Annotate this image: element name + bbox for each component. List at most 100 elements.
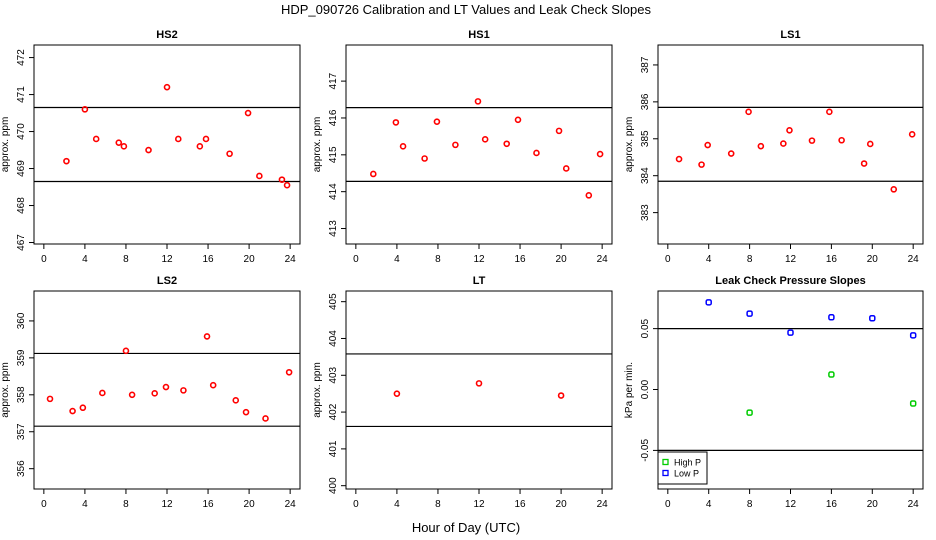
data-point: [115, 139, 123, 146]
data-point: [92, 135, 100, 143]
panel-ls2: LS2 approx. ppm 0 4 8 12 16 20 24 356 357 358 359 360: [0, 275, 301, 510]
data-point: [244, 109, 252, 117]
data-point: [399, 143, 407, 150]
data-point: [503, 140, 511, 148]
data-point-low-p: [787, 329, 794, 336]
x-tick-label: 0: [353, 499, 359, 510]
data-point: [99, 389, 106, 397]
data-point: [555, 127, 563, 135]
x-tick-label: 4: [394, 499, 400, 510]
panel-title: LS2: [157, 275, 177, 287]
x-tick-label: 16: [514, 254, 526, 265]
data-point: [890, 186, 898, 193]
data-point: [81, 106, 89, 113]
data-point: [202, 135, 210, 143]
data-point: [562, 165, 570, 172]
y-tick-label: 386: [640, 93, 651, 110]
data-point: [452, 141, 459, 149]
y-axis-label: approx. ppm: [0, 117, 11, 173]
data-point: [145, 146, 152, 154]
x-tick-label: 24: [597, 499, 609, 510]
y-tick-label: 400: [328, 477, 339, 494]
panel-lt: LT approx. ppm 0 4 8 12 16 20 24 400 401 402 403 404 4…: [312, 275, 613, 510]
x-tick-label: 8: [123, 499, 129, 510]
x-tick-label: 24: [908, 254, 920, 265]
x-tick-label: 8: [747, 254, 753, 265]
x-tick-label: 4: [394, 254, 400, 265]
y-tick-label: 0.05: [640, 318, 651, 338]
data-point: [838, 136, 845, 144]
y-tick-label: 401: [328, 440, 339, 457]
x-tick-label: 16: [202, 499, 214, 510]
data-point-low-p: [746, 310, 753, 317]
data-point: [585, 192, 593, 199]
x-tick-label: 12: [785, 254, 797, 265]
legend-swatch: [662, 458, 669, 466]
data-point: [262, 415, 269, 422]
data-point: [866, 140, 874, 148]
x-tick-label: 20: [556, 254, 568, 265]
panel-hs1: HS1 approx. ppm 0 4 8 12 16 20 24 413 414 415 416 417: [312, 29, 613, 265]
y-tick-label: 384: [640, 167, 651, 184]
panel-title: HS2: [156, 29, 177, 41]
x-tick-label: 0: [353, 254, 359, 265]
data-point: [596, 150, 604, 158]
data-point: [285, 368, 293, 376]
data-point: [481, 136, 489, 143]
y-tick-label: 358: [16, 386, 27, 403]
data-point: [826, 108, 833, 116]
x-tick-label: 20: [556, 499, 568, 510]
legend-label: High P: [674, 458, 701, 468]
data-point-high-p: [746, 409, 753, 416]
data-point: [162, 383, 170, 391]
data-point: [151, 390, 158, 397]
data-point: [780, 140, 787, 147]
panel-ls1: LS1 approx. ppm 0 4 8 12 16 20 24 383 384 385 386 387: [624, 29, 924, 265]
data-point: [278, 176, 286, 183]
data-point-low-p: [869, 315, 876, 322]
data-point-high-p: [828, 371, 835, 378]
y-tick-label: 467: [16, 234, 27, 251]
y-tick-label: 471: [16, 86, 27, 103]
data-point-low-p: [909, 332, 917, 339]
x-tick-label: 24: [597, 254, 609, 265]
data-point: [63, 157, 70, 165]
data-point: [122, 347, 130, 355]
y-tick-label: 0.00: [640, 379, 651, 399]
legend-swatch: [662, 469, 669, 477]
plot-box: [657, 44, 924, 245]
y-tick-label: 413: [328, 220, 339, 237]
panel-title: Leak Check Pressure Slopes: [715, 275, 865, 287]
x-tick-label: 24: [285, 499, 297, 510]
y-tick-label: 417: [328, 72, 339, 89]
data-point: [79, 404, 87, 412]
figure-title: HDP_090726 Calibration and LT Values and…: [281, 2, 652, 17]
x-tick-label: 0: [665, 254, 671, 265]
data-point: [226, 150, 233, 158]
x-tick-label: 8: [747, 499, 753, 510]
x-tick-label: 16: [514, 499, 526, 510]
y-axis-label: approx. ppm: [312, 362, 323, 418]
panel-title: LS1: [780, 29, 800, 41]
y-axis-label: approx. ppm: [312, 117, 323, 173]
data-point: [860, 160, 868, 167]
panel-title: LT: [473, 275, 486, 287]
data-point: [128, 391, 136, 399]
x-tick-label: 12: [473, 254, 485, 265]
data-point: [698, 161, 705, 168]
figure-xlabel: Hour of Day (UTC): [412, 520, 520, 535]
panel-hs2: HS2 approx. ppm 0 4 8 12 16 20 24 467 468 469 470 471…: [0, 29, 301, 265]
data-point: [174, 135, 182, 143]
data-point: [745, 108, 752, 116]
data-point: [474, 98, 482, 105]
legend-label: Low P: [674, 469, 699, 479]
data-point: [256, 172, 263, 180]
data-point: [209, 381, 217, 389]
data-point: [704, 141, 711, 149]
data-point: [196, 143, 204, 150]
x-tick-label: 12: [785, 499, 797, 510]
y-tick-label: 470: [16, 123, 27, 140]
plot-box: [345, 290, 613, 490]
x-tick-label: 4: [706, 254, 712, 265]
